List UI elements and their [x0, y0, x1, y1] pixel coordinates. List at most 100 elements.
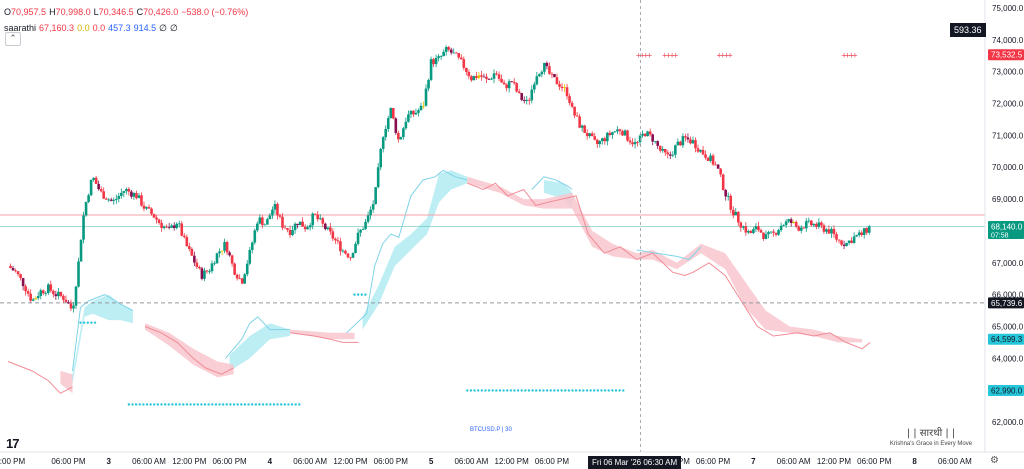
x-tick-6: 4 — [268, 457, 273, 466]
candle-body-218 — [558, 84, 561, 87]
candle-body-175 — [449, 49, 453, 53]
signal-dot-1-23 — [549, 389, 552, 392]
candle-body-168 — [432, 59, 435, 65]
indicator-row[interactable]: saarathi 67,160.3 0.0 0.0 457.3 914.5 ∅ … — [4, 20, 248, 36]
candle-body-234 — [598, 141, 602, 145]
candle-body-13 — [41, 290, 45, 294]
signal-mark-4-0: + — [636, 51, 642, 59]
candle-body-305 — [777, 230, 780, 235]
candle-body-251 — [641, 133, 644, 136]
indicator-value-5: 914.5 — [133, 23, 157, 33]
candle-body-178 — [457, 53, 461, 58]
high-label: H — [49, 7, 56, 17]
signal-dot-0-2 — [134, 403, 138, 406]
candle-body-113 — [293, 223, 297, 231]
signal-dot-0-34 — [250, 403, 254, 406]
pink-indicator-line — [7, 361, 73, 394]
candle-body-270 — [689, 139, 692, 144]
y-tick-9: 71,000.0 — [992, 131, 1024, 140]
candle-body-169 — [434, 57, 438, 65]
candle-body-11 — [36, 295, 40, 299]
signal-dot-0-25 — [218, 403, 221, 406]
signal-dot-1-13 — [513, 389, 516, 392]
signal-dot-0-42 — [279, 403, 283, 406]
signal-mark-5-0: + — [662, 51, 668, 59]
gear-icon[interactable]: ⚙ — [990, 455, 999, 466]
candle-body-58 — [155, 217, 158, 220]
candle-body-68 — [180, 223, 184, 236]
candle-body-249 — [636, 142, 639, 143]
candle-body-256 — [653, 141, 657, 142]
signal-dot-0-0 — [127, 403, 131, 406]
candle-body-238 — [608, 132, 612, 135]
signal-dot-0-33 — [247, 403, 250, 406]
candle-body-264 — [674, 145, 677, 155]
low-value: 70,346.5 — [98, 7, 134, 17]
candle-body-177 — [454, 52, 458, 54]
candle-body-243 — [621, 131, 624, 136]
candle-body-180 — [462, 59, 466, 68]
indicator-name[interactable]: saarathi — [4, 23, 37, 33]
candle-body-284 — [724, 190, 727, 197]
y-tick-7: 69,000.0 — [992, 195, 1024, 204]
candle-body-196 — [502, 82, 506, 85]
candle-body-291 — [742, 226, 745, 228]
signal-dot-1-9 — [498, 389, 502, 392]
collapse-legend-button[interactable]: ⌃ — [5, 32, 21, 46]
candle-body-50 — [135, 192, 138, 199]
candle-body-248 — [633, 142, 637, 145]
x-tick-13: 06:00 PM — [535, 457, 570, 466]
signal-dot-1-35 — [593, 389, 596, 392]
candle-body-144 — [371, 204, 375, 210]
candle-body-36 — [99, 189, 103, 192]
candle-body-40 — [109, 199, 113, 201]
candle-body-323 — [822, 225, 826, 232]
candle-body-48 — [130, 191, 133, 197]
candle-body-148 — [381, 137, 385, 149]
candle-body-193 — [495, 73, 498, 75]
candle-body-166 — [427, 80, 430, 89]
candle-body-326 — [830, 228, 833, 234]
candle-body-51 — [137, 195, 141, 199]
signal-dot-3-0 — [353, 293, 356, 296]
candle-body-216 — [553, 73, 556, 78]
candle-body-271 — [691, 140, 695, 144]
x-tick-19: 06:00 AM — [777, 457, 811, 466]
candle-body-236 — [603, 138, 607, 142]
candle-body-273 — [696, 148, 700, 152]
candle-body-161 — [414, 112, 418, 115]
y-tick-8: 70,000.0 — [992, 163, 1024, 172]
candle-body-88 — [230, 255, 234, 264]
candle-body-167 — [429, 59, 433, 81]
signal-dot-3-1 — [356, 293, 360, 296]
signal-dot-0-28 — [229, 403, 232, 406]
signal-dot-1-16 — [524, 389, 527, 392]
candle-body-290 — [739, 222, 743, 228]
candle-body-240 — [613, 131, 617, 133]
candle-body-106 — [276, 203, 279, 216]
x-tick-22: 8 — [912, 457, 917, 466]
indicator-bands — [60, 170, 863, 394]
price-label-3: 64,599.3 — [991, 335, 1023, 344]
candle-body-332 — [845, 242, 848, 246]
candle-body-10 — [34, 298, 38, 300]
price-label-bg-2 — [988, 297, 1024, 309]
candle-body-303 — [772, 231, 775, 233]
candle-body-57 — [152, 213, 156, 218]
candle-body-79 — [208, 271, 211, 273]
time-axis[interactable]: 12:00 PM 06:00 PM 3 06:00 AM 12:00 PM 06:00 P… — [0, 451, 1024, 466]
candle-body-174 — [447, 47, 450, 50]
candle-body-317 — [807, 220, 811, 222]
candle-body-198 — [507, 81, 511, 89]
candle-body-153 — [394, 118, 398, 133]
x-tick-8: 12:00 PM — [333, 457, 368, 466]
signal-dot-1-11 — [506, 389, 509, 392]
candle-body-297 — [757, 226, 760, 231]
tradingview-logo-icon[interactable]: 17 — [6, 436, 20, 451]
candle-body-222 — [568, 96, 571, 103]
candle-body-221 — [565, 87, 569, 97]
high-value: 70,998.0 — [55, 7, 91, 17]
x-tick-11: 06:00 AM — [454, 457, 488, 466]
candle-body-223 — [570, 102, 574, 107]
